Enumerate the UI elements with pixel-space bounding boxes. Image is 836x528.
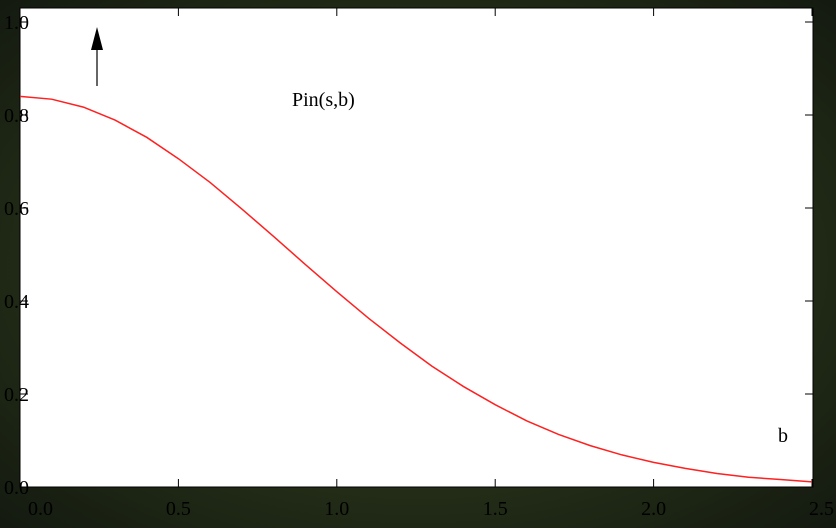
x-axis-label: b [778,425,788,447]
x-tick-label: 2.0 [641,498,666,520]
y-tick-label: 1.0 [4,12,29,34]
x-tick-label: 0.0 [28,498,53,520]
y-tick-label: 0.2 [4,384,29,406]
x-tick-label: 0.5 [166,498,191,520]
x-tick-label: 1.5 [483,498,508,520]
plot-area [19,7,814,488]
x-tick-label: 1.0 [324,498,349,520]
y-tick-label: 0.6 [4,198,29,220]
y-tick-label: 0.8 [4,105,29,127]
series-label: Pin(s,b) [292,89,355,111]
series-line [19,95,813,483]
y-tick-label: 0.4 [4,291,29,313]
x-tick-label: 2.5 [809,498,834,520]
arrow [91,27,103,86]
y-tick-label: 0.0 [4,477,29,499]
